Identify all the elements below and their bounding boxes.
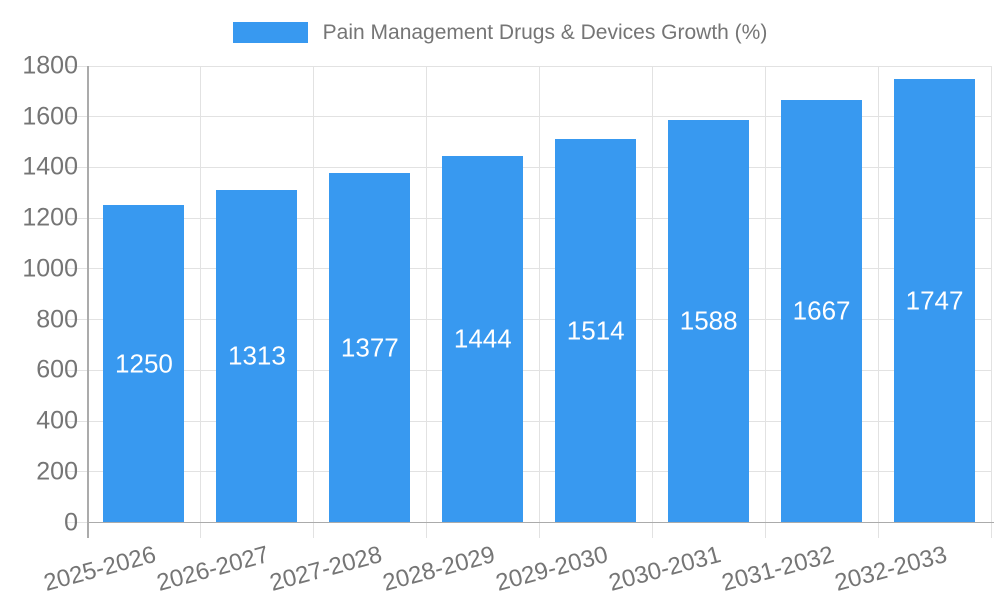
y-tick-label: 1200 xyxy=(22,203,78,232)
legend[interactable]: Pain Management Drugs & Devices Growth (… xyxy=(0,21,1000,44)
bar-2026-2027[interactable] xyxy=(216,189,298,523)
h-gridline xyxy=(67,471,991,473)
bar-value-label: 1747 xyxy=(905,285,964,316)
v-gridline xyxy=(538,66,540,538)
x-tick-label: 2032-2033 xyxy=(831,541,950,597)
h-gridline xyxy=(67,166,991,168)
h-gridline xyxy=(67,217,991,219)
v-gridline xyxy=(651,66,653,538)
v-gridline xyxy=(425,66,427,538)
v-gridline xyxy=(990,66,992,538)
bar-value-label: 1313 xyxy=(227,340,286,371)
h-gridline xyxy=(67,369,991,371)
x-axis-line xyxy=(87,521,994,524)
h-gridline xyxy=(67,268,991,270)
bar-2025-2026[interactable] xyxy=(103,205,185,523)
x-tick-label: 2029-2030 xyxy=(492,541,611,597)
y-tick-label: 600 xyxy=(36,355,78,384)
bar-value-label: 1588 xyxy=(679,305,738,336)
bar-2031-2032[interactable] xyxy=(781,99,863,523)
legend-label: Pain Management Drugs & Devices Growth (… xyxy=(322,20,768,44)
bar-value-label: 1444 xyxy=(453,323,512,354)
bar-value-label: 1377 xyxy=(340,332,399,363)
bar-2028-2029[interactable] xyxy=(442,156,524,523)
bar-value-label: 1250 xyxy=(115,348,173,379)
bar-value-label: 1667 xyxy=(792,295,851,326)
y-tick-label: 0 xyxy=(64,508,78,536)
bar-2027-2028[interactable] xyxy=(329,173,411,523)
x-tick-label: 2025-2026 xyxy=(41,541,159,597)
x-tick-label: 2030-2031 xyxy=(605,541,724,597)
v-gridline xyxy=(312,66,314,538)
h-gridline xyxy=(67,420,991,422)
y-tick-label: 1800 xyxy=(22,51,78,80)
bar-2030-2031[interactable] xyxy=(668,119,750,523)
y-tick-label: 400 xyxy=(36,406,78,435)
v-gridline xyxy=(199,66,201,538)
y-axis-tick xyxy=(67,522,88,523)
y-tick-label: 1000 xyxy=(22,254,78,283)
h-gridline xyxy=(67,65,991,67)
y-tick-label: 1400 xyxy=(22,152,78,181)
y-tick-label: 1600 xyxy=(22,102,78,131)
bar-2032-2033[interactable] xyxy=(894,79,976,523)
h-gridline xyxy=(67,116,991,118)
bar-2029-2030[interactable] xyxy=(555,138,637,523)
h-gridline xyxy=(67,319,991,321)
bar-value-label: 1514 xyxy=(566,315,625,346)
y-tick-label: 800 xyxy=(36,305,78,334)
x-tick-label: 2028-2029 xyxy=(379,541,498,597)
v-gridline xyxy=(877,66,879,538)
x-tick-label: 2026-2027 xyxy=(154,541,272,597)
x-tick-label: 2027-2028 xyxy=(266,541,385,597)
y-tick-label: 200 xyxy=(36,457,78,486)
x-tick-label: 2031-2032 xyxy=(718,541,837,597)
legend-swatch xyxy=(232,22,308,43)
y-axis-line xyxy=(87,66,89,538)
v-gridline xyxy=(764,66,766,538)
